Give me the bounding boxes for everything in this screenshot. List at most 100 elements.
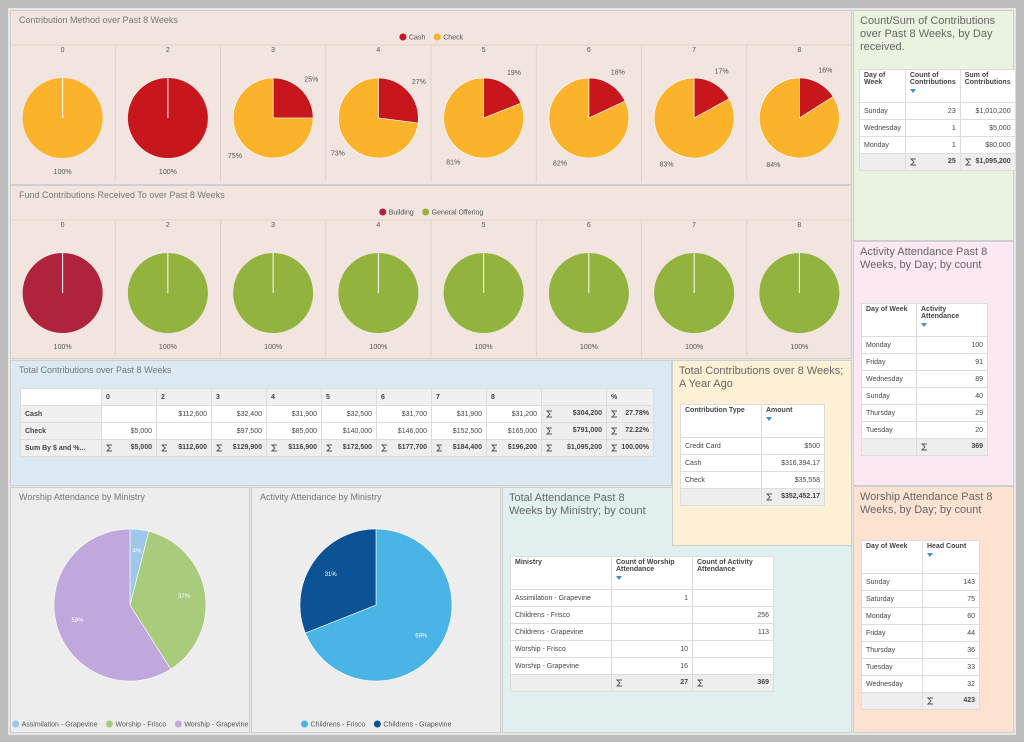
total-cell: 27.78% — [606, 405, 654, 423]
pie-slice — [53, 528, 172, 682]
table-row: Sunday 143 — [861, 573, 980, 591]
sum-glyph — [216, 444, 222, 452]
cell-value: $32,400 — [236, 410, 262, 418]
sum-icon — [766, 493, 772, 501]
table-cell: Sunday — [861, 387, 917, 405]
sum-glyph — [616, 679, 622, 687]
table-cell: $146,000 — [376, 422, 432, 440]
table-cell: 143 — [922, 573, 980, 591]
table-row: Saturday 75 — [861, 590, 980, 608]
pie-category: 3 — [271, 47, 275, 54]
pie-slice — [653, 77, 735, 159]
sum-glyph — [964, 158, 971, 166]
table-cell: 60 — [922, 607, 980, 625]
pie-slice — [299, 528, 377, 634]
table-row: Sunday 23 $1,010,200 — [859, 102, 1016, 120]
data-table: Contribution Type Amount Credit Card $500 Ca… — [680, 404, 825, 506]
table-cell: 29 — [916, 404, 988, 422]
table-cell: $152,500 — [431, 422, 487, 440]
table-cell: Wednesday — [859, 119, 906, 137]
table-cell — [611, 623, 693, 641]
legend: Childrens - Frisco Childrens - Grapevine — [301, 720, 452, 728]
data-table: Day of Week Head Count Sunday 143 Saturday 75… — [861, 540, 980, 710]
sum-glyph — [491, 444, 497, 452]
column-header-text: Count of Contributions — [909, 72, 956, 86]
legend-label: Building — [389, 209, 414, 216]
table-cell — [156, 422, 212, 440]
pie-slice — [588, 77, 626, 119]
sum-icon — [611, 444, 617, 452]
total-cell: 369 — [692, 674, 774, 692]
sort-indicator — [921, 323, 927, 327]
sum-glyph — [927, 697, 933, 705]
table-row: Sum By $ and %... $5,000 $112,600 $129,900 $… — [20, 439, 654, 457]
cell-value: $304,200 — [572, 410, 602, 417]
panel-title: Count/Sum of Contributions over Past 8 W… — [860, 15, 996, 53]
table-cell: Tuesday — [861, 658, 923, 676]
table-cell — [859, 153, 906, 171]
column-header: Day of Week — [859, 69, 906, 103]
table-cell: $5,000 — [959, 119, 1016, 137]
table-cell: Cash — [680, 454, 762, 472]
sum-glyph — [766, 493, 772, 501]
row-label: Check — [20, 422, 102, 440]
sum-glyph — [271, 444, 277, 452]
table-cell: $500 — [761, 437, 825, 455]
total-cell: 100.00% — [606, 439, 654, 457]
cell-value: $116,900 — [288, 444, 317, 451]
legend-swatch — [174, 720, 182, 728]
legend: Building General Offering — [379, 208, 483, 216]
table-row: Cash $316,394.17 — [680, 454, 825, 472]
table-cell: $1,010,200 — [959, 102, 1016, 120]
table-row: Worship - Frisco 10 — [510, 640, 774, 658]
column-header: 5 — [321, 388, 377, 406]
data-table: Ministry Count of Worship Attendance Count… — [510, 556, 774, 692]
legend-label: Worship - Frisco — [115, 721, 166, 728]
cell-value: $172,500 — [342, 444, 372, 451]
pie-label: 100% — [475, 344, 493, 351]
legend-swatch — [105, 720, 113, 728]
table-cell: 113 — [692, 623, 774, 641]
pie-category: 4 — [376, 47, 380, 54]
pie-category: 6 — [587, 47, 591, 54]
column-header: Count of Contributions — [904, 69, 961, 103]
table-cell: 36 — [922, 641, 980, 659]
pie-label: 100% — [369, 344, 387, 351]
table-cell: Wednesday — [861, 370, 917, 388]
cell-value: 72.22% — [625, 427, 649, 434]
pie-category: 0 — [61, 222, 65, 229]
total-row: $352,452.17 — [680, 488, 825, 506]
panel-title: Worship Attendance by Ministry — [19, 492, 145, 502]
data-table: Day of Week Count of Contributions Sum of … — [859, 69, 1016, 171]
column-header-text: Amount — [766, 407, 793, 414]
total-cell: 423 — [922, 692, 980, 710]
column-header: Sum of Contributions — [959, 69, 1016, 103]
table-cell: $116,900 — [266, 439, 322, 457]
table-cell: $112,600 — [156, 439, 212, 457]
legend-swatch — [373, 720, 381, 728]
pie-label: 100% — [685, 344, 703, 351]
table-cell: 20 — [916, 421, 988, 439]
table-cell — [680, 488, 762, 506]
column-header-text: Head Count — [927, 543, 967, 550]
pie-slice — [483, 77, 522, 119]
pie-label: 84% — [766, 162, 780, 169]
sum-glyph — [611, 444, 617, 452]
table-cell: $140,000 — [321, 422, 377, 440]
table-cell: $31,900 — [431, 405, 487, 423]
pie-category: 4 — [376, 222, 380, 229]
pie-category: 7 — [692, 222, 696, 229]
pie-category: 8 — [797, 47, 801, 54]
table-row: Cash $112,600 $32,400 $31,900 $32,500 $31,700… — [20, 405, 654, 423]
total-value: 25 — [947, 158, 956, 165]
cell-value: $31,200 — [511, 410, 537, 418]
total-value: 369 — [757, 679, 769, 686]
column-header-text: Count of Worship Attendance — [616, 559, 675, 573]
table-cell: $5,000 — [101, 439, 157, 457]
sum-icon — [546, 427, 552, 435]
pie-slice — [443, 77, 524, 159]
table-row: Childrens - Grapevine 113 — [510, 623, 774, 641]
sum-glyph — [161, 444, 167, 452]
pie-label: 19% — [507, 70, 521, 77]
panel-title: Contribution Method over Past 8 Weeks — [19, 15, 178, 25]
